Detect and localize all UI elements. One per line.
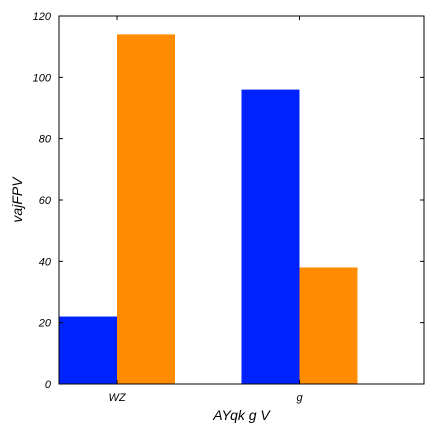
bar-WZ-series-1 xyxy=(59,316,117,384)
x-tick-label: WZ xyxy=(108,392,126,404)
bars-group xyxy=(59,34,358,385)
bar-g-series-2 xyxy=(299,267,358,384)
y-axis-title: vajFPV xyxy=(9,176,25,223)
x-axis-title: AYqk g V xyxy=(212,407,271,423)
x-tick-label: g xyxy=(296,392,303,404)
y-axis: 0 20 40 60 80 100 120 xyxy=(33,11,424,391)
bar-g-series-1 xyxy=(241,89,300,384)
x-axis: WZ g xyxy=(108,16,303,404)
y-tick-label: 40 xyxy=(39,256,52,268)
y-tick-label: 20 xyxy=(38,318,52,330)
y-tick-label: 0 xyxy=(45,379,52,391)
bar-WZ-series-2 xyxy=(117,34,175,385)
y-tick-label: 60 xyxy=(39,195,52,207)
y-tick-label: 120 xyxy=(33,11,52,23)
y-tick-label: 80 xyxy=(39,134,52,146)
y-tick-label: 100 xyxy=(33,72,52,84)
plot-frame xyxy=(58,15,425,385)
